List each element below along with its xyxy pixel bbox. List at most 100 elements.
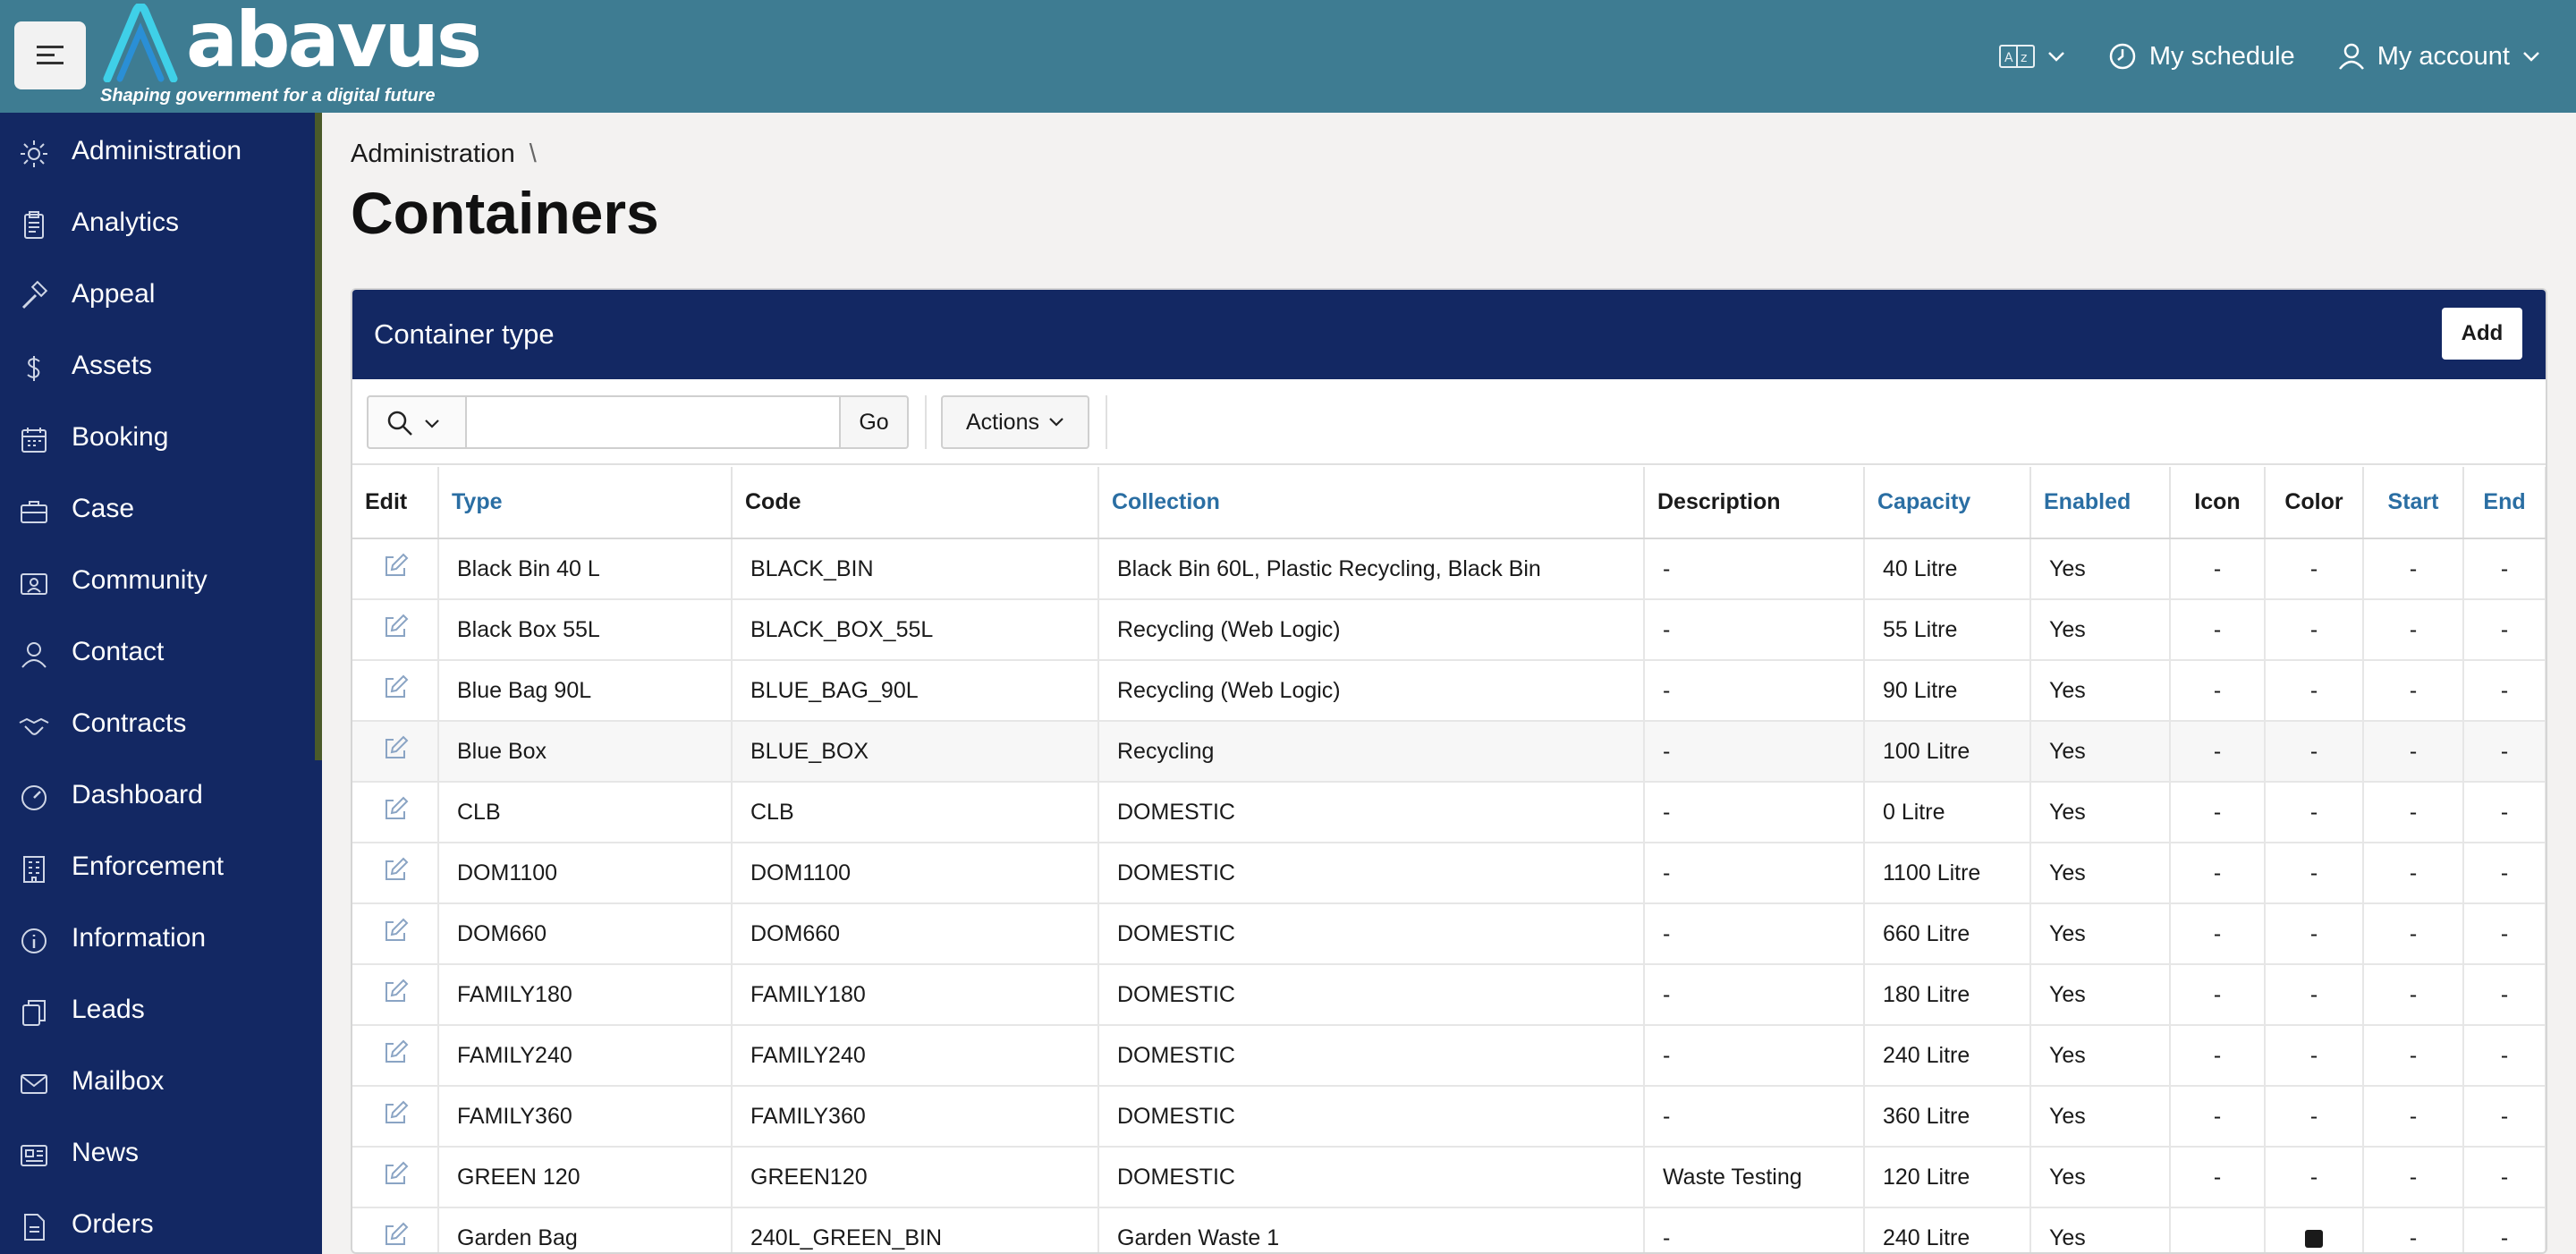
sidebar-item-orders[interactable]: Orders xyxy=(0,1191,313,1254)
sidebar-item-enforcement[interactable]: Enforcement xyxy=(0,834,313,905)
cell-start: - xyxy=(2363,721,2464,783)
cell-start: - xyxy=(2363,782,2464,843)
cell-type: FAMILY360 xyxy=(438,1086,733,1148)
edit-cell[interactable] xyxy=(352,721,439,783)
cell-enabled: Yes xyxy=(2030,843,2171,904)
edit-cell[interactable] xyxy=(352,843,439,904)
edit-icon[interactable] xyxy=(381,1099,410,1128)
my-schedule-link[interactable]: My schedule xyxy=(2108,42,2295,72)
sidebar-nav: Administration Analytics Appeal Assets Booki… xyxy=(0,113,322,1254)
sidebar-item-community[interactable]: Community xyxy=(0,547,313,619)
abavus-logo[interactable]: abavus Shaping government for a digital … xyxy=(97,2,482,109)
sidebar-item-label: Appeal xyxy=(72,279,156,309)
search-column-menu[interactable] xyxy=(367,395,467,449)
sidebar-item-dashboard[interactable]: Dashboard xyxy=(0,762,313,834)
sidebar-item-assets[interactable]: Assets xyxy=(0,333,313,404)
breadcrumb-administration-link[interactable]: Administration xyxy=(351,140,515,168)
edit-icon[interactable] xyxy=(381,917,410,945)
edit-icon[interactable] xyxy=(381,1221,410,1250)
edit-icon[interactable] xyxy=(381,613,410,641)
add-button[interactable]: Add xyxy=(2442,308,2522,360)
container-type-region: Container type Add Go Actions Edit Type Co… xyxy=(351,288,2547,1254)
cell-code: BLACK_BOX_55L xyxy=(732,599,1099,661)
column-header-enabled[interactable]: Enabled xyxy=(2030,467,2171,539)
language-selector[interactable]: A z xyxy=(1998,45,2065,68)
search-input[interactable] xyxy=(465,395,841,449)
chevron-down-icon xyxy=(425,419,439,428)
cell-enabled: Yes xyxy=(2030,964,2171,1026)
edit-cell[interactable] xyxy=(352,1147,439,1208)
sidebar-item-case[interactable]: Case xyxy=(0,476,313,547)
edit-cell[interactable] xyxy=(352,782,439,843)
cell-start: - xyxy=(2363,1086,2464,1148)
cell-type: GREEN 120 xyxy=(438,1147,733,1208)
sidebar-item-appeal[interactable]: Appeal xyxy=(0,261,313,333)
sidebar-item-booking[interactable]: Booking xyxy=(0,404,313,476)
breadcrumb: Administration \ xyxy=(351,140,537,169)
sidebar-item-contact[interactable]: Contact xyxy=(0,619,313,691)
sidebar-item-administration[interactable]: Administration xyxy=(0,118,313,190)
cell-start: - xyxy=(2363,1147,2464,1208)
sidebar-item-contracts[interactable]: Contracts xyxy=(0,691,313,762)
go-button[interactable]: Go xyxy=(839,395,909,449)
table-row: FAMILY240 FAMILY240 DOMESTIC -240 Litre Yes -… xyxy=(352,1025,2546,1087)
edit-icon[interactable] xyxy=(381,795,410,824)
cell-icon: - xyxy=(2170,782,2266,843)
mail-icon xyxy=(21,1074,47,1094)
edit-cell[interactable] xyxy=(352,538,439,600)
cell-collection: DOMESTIC xyxy=(1098,1147,1645,1208)
cell-color: - xyxy=(2265,1086,2364,1148)
cell-capacity: 40 Litre xyxy=(1864,538,2031,600)
edit-icon[interactable] xyxy=(381,674,410,702)
sidebar-item-label: Booking xyxy=(72,422,169,452)
table-row: GREEN 120 GREEN120 DOMESTIC Waste Testing 12… xyxy=(352,1147,2546,1208)
sidebar-item-label: Information xyxy=(72,923,207,953)
cell-end: - xyxy=(2463,1086,2546,1148)
edit-cell[interactable] xyxy=(352,903,439,965)
edit-icon[interactable] xyxy=(381,1160,410,1189)
edit-cell[interactable] xyxy=(352,1207,439,1252)
edit-cell[interactable] xyxy=(352,660,439,722)
cell-icon: - xyxy=(2170,721,2266,783)
menu-toggle-button[interactable] xyxy=(14,21,86,89)
edit-cell[interactable] xyxy=(352,1086,439,1148)
cell-icon: - xyxy=(2170,1025,2266,1087)
edit-cell[interactable] xyxy=(352,599,439,661)
cell-capacity: 180 Litre xyxy=(1864,964,2031,1026)
sidebar-item-information[interactable]: Information xyxy=(0,905,313,977)
handshake-icon xyxy=(19,717,49,735)
edit-cell[interactable] xyxy=(352,964,439,1026)
column-header-type[interactable]: Type xyxy=(438,467,733,539)
cell-icon: - xyxy=(2170,903,2266,965)
sidebar-item-label: Administration xyxy=(72,136,242,165)
edit-icon[interactable] xyxy=(381,552,410,580)
cell-type: DOM660 xyxy=(438,903,733,965)
cell-end: - xyxy=(2463,1207,2546,1252)
column-header-end[interactable]: End xyxy=(2463,467,2546,539)
sidebar-item-news[interactable]: News xyxy=(0,1120,313,1191)
cell-capacity: 240 Litre xyxy=(1864,1207,2031,1252)
cell-capacity: 0 Litre xyxy=(1864,782,2031,843)
actions-menu-button[interactable]: Actions xyxy=(941,395,1089,449)
cell-end: - xyxy=(2463,782,2546,843)
cell-color: - xyxy=(2265,843,2364,904)
cell-start: - xyxy=(2363,1025,2464,1087)
sidebar-item-leads[interactable]: Leads xyxy=(0,977,313,1048)
sidebar-scrollbar[interactable] xyxy=(315,113,322,760)
cell-enabled: Yes xyxy=(2030,1025,2171,1087)
cell-end: - xyxy=(2463,1147,2546,1208)
sidebar-item-mailbox[interactable]: Mailbox xyxy=(0,1048,313,1120)
my-account-menu[interactable]: My account xyxy=(2338,42,2540,72)
edit-cell[interactable] xyxy=(352,1025,439,1087)
edit-icon[interactable] xyxy=(381,856,410,885)
edit-icon[interactable] xyxy=(381,978,410,1006)
region-title: Container type xyxy=(374,318,555,350)
column-header-capacity[interactable]: Capacity xyxy=(1864,467,2031,539)
column-header-start[interactable]: Start xyxy=(2363,467,2464,539)
edit-icon[interactable] xyxy=(381,734,410,763)
column-header-collection[interactable]: Collection xyxy=(1098,467,1645,539)
cell-end: - xyxy=(2463,1025,2546,1087)
sidebar-item-analytics[interactable]: Analytics xyxy=(0,190,313,261)
cell-start: - xyxy=(2363,660,2464,722)
edit-icon[interactable] xyxy=(381,1038,410,1067)
